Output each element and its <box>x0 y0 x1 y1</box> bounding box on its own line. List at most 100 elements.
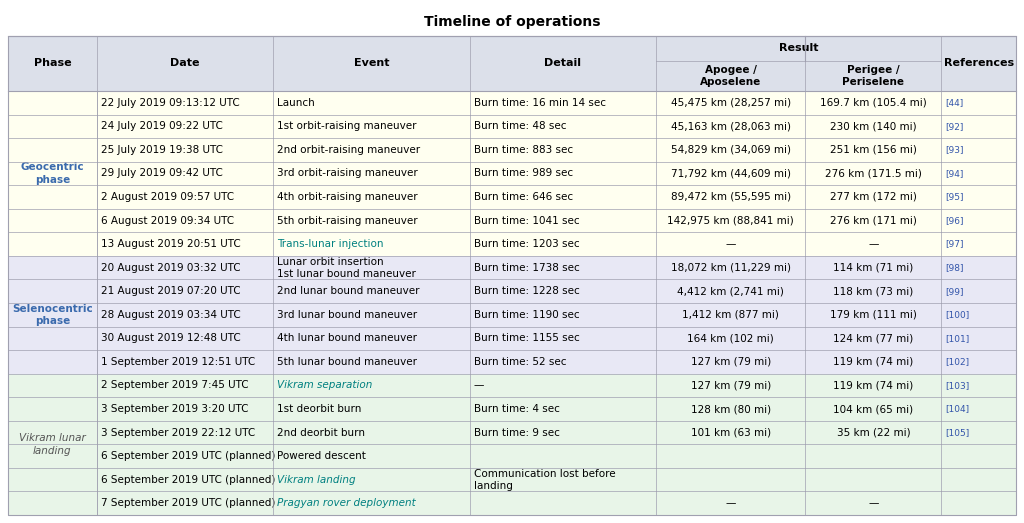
Text: 4,412 km (2,741 mi): 4,412 km (2,741 mi) <box>677 286 784 296</box>
Bar <box>941 373 1016 397</box>
Text: 5th lunar bound maneuver: 5th lunar bound maneuver <box>278 357 417 367</box>
Text: 22 July 2019 09:13:12 UTC: 22 July 2019 09:13:12 UTC <box>100 98 240 108</box>
Text: Apogee /
Aposelene: Apogee / Aposelene <box>700 65 762 87</box>
Bar <box>656 209 805 232</box>
Text: 2 August 2019 09:57 UTC: 2 August 2019 09:57 UTC <box>100 192 233 202</box>
Text: —: — <box>868 239 879 249</box>
Bar <box>96 162 273 185</box>
Bar <box>941 326 1016 350</box>
Bar <box>8 209 96 232</box>
Text: 1st orbit-raising maneuver: 1st orbit-raising maneuver <box>278 121 417 131</box>
Text: Timeline of operations: Timeline of operations <box>424 15 600 29</box>
Text: —: — <box>726 498 736 508</box>
Bar <box>8 303 96 326</box>
Text: 54,829 km (34,069 mi): 54,829 km (34,069 mi) <box>671 145 791 155</box>
Text: 3rd orbit-raising maneuver: 3rd orbit-raising maneuver <box>278 168 418 178</box>
Text: 2 September 2019 7:45 UTC: 2 September 2019 7:45 UTC <box>100 380 249 391</box>
Bar <box>805 91 941 115</box>
Text: 35 km (22 mi): 35 km (22 mi) <box>837 428 910 438</box>
Bar <box>273 492 470 515</box>
Bar <box>8 162 96 185</box>
Text: Burn time: 48 sec: Burn time: 48 sec <box>474 121 566 131</box>
Bar <box>941 138 1016 162</box>
Bar <box>273 115 470 138</box>
Bar <box>470 303 656 326</box>
Text: [103]: [103] <box>945 381 970 390</box>
Text: 21 August 2019 07:20 UTC: 21 August 2019 07:20 UTC <box>100 286 241 296</box>
Bar <box>656 162 805 185</box>
Text: 89,472 km (55,595 mi): 89,472 km (55,595 mi) <box>671 192 791 202</box>
Bar <box>805 350 941 373</box>
Text: 164 km (102 mi): 164 km (102 mi) <box>687 333 774 343</box>
Text: 1 September 2019 12:51 UTC: 1 September 2019 12:51 UTC <box>100 357 255 367</box>
Bar <box>941 232 1016 256</box>
Bar <box>656 36 805 91</box>
Text: Vikram lunar
landing: Vikram lunar landing <box>19 433 86 456</box>
Text: Geocentric
phase: Geocentric phase <box>20 162 84 185</box>
Text: Burn time: 16 min 14 sec: Burn time: 16 min 14 sec <box>474 98 605 108</box>
Bar <box>805 36 941 91</box>
Bar <box>470 492 656 515</box>
Bar <box>8 91 96 115</box>
Bar <box>470 397 656 421</box>
Text: 127 km (79 mi): 127 km (79 mi) <box>690 357 771 367</box>
Text: [104]: [104] <box>945 404 970 414</box>
Bar <box>941 209 1016 232</box>
Text: Detail: Detail <box>545 59 582 69</box>
Text: Powered descent: Powered descent <box>278 451 366 461</box>
Bar <box>805 373 941 397</box>
Bar <box>8 185 96 209</box>
Bar <box>656 373 805 397</box>
Text: 20 August 2019 03:32 UTC: 20 August 2019 03:32 UTC <box>100 263 241 272</box>
Bar <box>656 303 805 326</box>
Bar <box>8 279 96 303</box>
Text: 101 km (63 mi): 101 km (63 mi) <box>690 428 771 438</box>
Bar <box>96 185 273 209</box>
Text: Burn time: 1203 sec: Burn time: 1203 sec <box>474 239 580 249</box>
Text: Selenocentric
phase: Selenocentric phase <box>12 303 93 326</box>
Text: Date: Date <box>170 59 200 69</box>
Bar <box>941 303 1016 326</box>
Text: 179 km (111 mi): 179 km (111 mi) <box>829 310 916 320</box>
Text: 3rd lunar bound maneuver: 3rd lunar bound maneuver <box>278 310 417 320</box>
Text: 2nd deorbit burn: 2nd deorbit burn <box>278 428 366 438</box>
Bar <box>96 232 273 256</box>
Text: 30 August 2019 12:48 UTC: 30 August 2019 12:48 UTC <box>100 333 241 343</box>
Bar <box>470 91 656 115</box>
Bar <box>8 373 96 397</box>
Text: 114 km (71 mi): 114 km (71 mi) <box>834 263 913 272</box>
Bar <box>8 256 96 279</box>
Bar <box>96 445 273 468</box>
Bar <box>805 492 941 515</box>
Text: [96]: [96] <box>945 216 964 225</box>
Text: 24 July 2019 09:22 UTC: 24 July 2019 09:22 UTC <box>100 121 222 131</box>
Bar <box>470 350 656 373</box>
Bar <box>273 468 470 492</box>
Text: Burn time: 52 sec: Burn time: 52 sec <box>474 357 566 367</box>
Bar <box>941 492 1016 515</box>
Bar <box>273 373 470 397</box>
Bar <box>8 397 96 421</box>
Bar <box>8 421 96 445</box>
Bar <box>656 232 805 256</box>
Bar <box>805 397 941 421</box>
Text: Burn time: 4 sec: Burn time: 4 sec <box>474 404 559 414</box>
Text: 28 August 2019 03:34 UTC: 28 August 2019 03:34 UTC <box>100 310 241 320</box>
Bar <box>805 232 941 256</box>
Bar <box>8 115 96 138</box>
Bar <box>470 209 656 232</box>
Bar <box>656 91 805 115</box>
Text: 4th orbit-raising maneuver: 4th orbit-raising maneuver <box>278 192 418 202</box>
Bar <box>941 350 1016 373</box>
Bar <box>96 279 273 303</box>
Bar <box>805 115 941 138</box>
Text: —: — <box>726 239 736 249</box>
Bar <box>805 209 941 232</box>
Bar <box>941 397 1016 421</box>
Text: 18,072 km (11,229 mi): 18,072 km (11,229 mi) <box>671 263 791 272</box>
Bar <box>96 91 273 115</box>
Text: Communication lost before
landing: Communication lost before landing <box>474 469 615 491</box>
Bar <box>941 279 1016 303</box>
Text: Burn time: 646 sec: Burn time: 646 sec <box>474 192 572 202</box>
Bar <box>805 326 941 350</box>
